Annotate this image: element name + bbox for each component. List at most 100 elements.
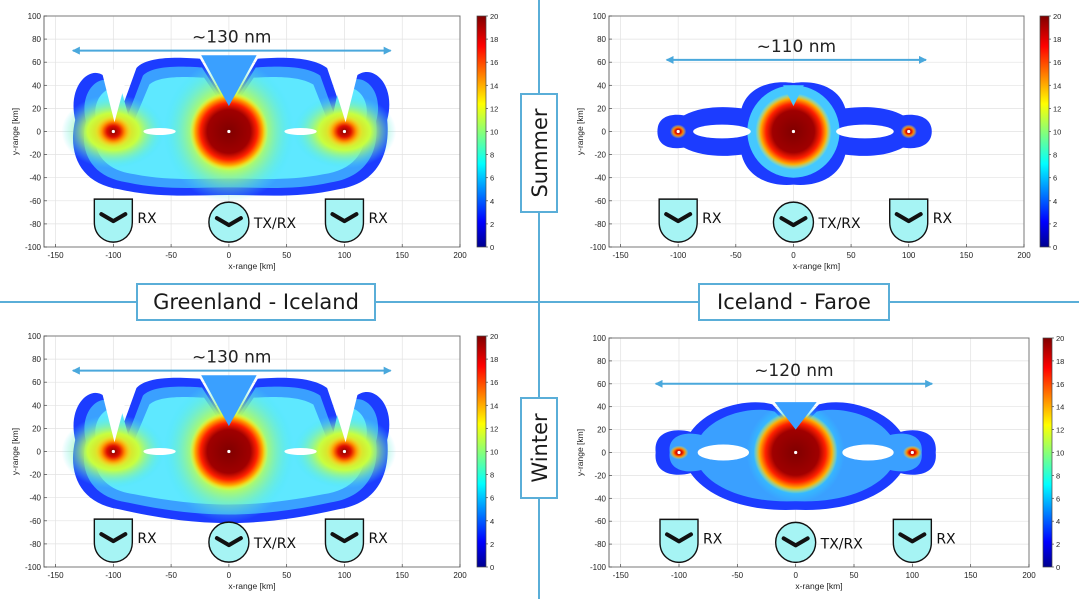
txrx-label: TX/RX <box>253 536 297 552</box>
range-annotation: ~110 nm <box>757 37 836 57</box>
colorbar-tick-label: 10 <box>490 448 498 457</box>
x-tick-label: 50 <box>850 571 859 580</box>
y-tick-label: 20 <box>597 426 606 435</box>
x-tick-label: -50 <box>165 571 177 580</box>
colorbar: 0 2 4 6 8 10 12 14 16 18 20 <box>1039 12 1061 252</box>
y-tick-label: 20 <box>32 424 41 433</box>
colorbar-tick-label: 6 <box>490 174 494 183</box>
colorbar-tick-label: 16 <box>1056 380 1064 389</box>
x-axis-label: x-range [km] <box>793 261 840 271</box>
colorbar-tick-label: 16 <box>490 58 498 67</box>
colorbar-tick-label: 8 <box>1053 151 1057 160</box>
y-axis-label: y-range [km] <box>575 429 585 476</box>
x-tick-label: 200 <box>1022 571 1036 580</box>
y-tick-label: -40 <box>594 174 606 183</box>
colorbar-tick-label: 0 <box>1053 243 1057 252</box>
colorbar-tick-label: 14 <box>490 401 498 410</box>
colorbar-tick-label: 8 <box>490 471 494 480</box>
range-annotation: ~130 nm <box>192 348 271 368</box>
x-tick-label: -50 <box>730 251 742 260</box>
txrx-label: TX/RX <box>820 536 864 552</box>
transceiver-buoy-icon <box>772 201 815 243</box>
y-axis-label: y-range [km] <box>10 108 20 155</box>
colorbar-tick-label: 4 <box>1056 517 1060 526</box>
colorbar-tick-label: 2 <box>490 220 494 229</box>
colorbar-tick-label: 14 <box>490 81 498 90</box>
colorbar: 0 2 4 6 8 10 12 14 16 18 20 <box>476 332 498 572</box>
label-left-pair: Greenland - Iceland <box>153 290 359 314</box>
x-tick-label: 150 <box>964 571 978 580</box>
y-tick-label: 100 <box>28 12 42 21</box>
colorbar-tick-label: 14 <box>1053 81 1061 90</box>
rx-point <box>342 129 347 134</box>
panel-bl: -150 -100 -50 0 50 100 150 200100806040200-20-4… <box>10 332 498 591</box>
heatmap-coverage <box>61 375 397 524</box>
y-tick-label: -60 <box>29 197 41 206</box>
colorbar: 0 2 4 6 8 10 12 14 16 18 20 <box>476 12 498 252</box>
y-tick-label: 100 <box>593 334 607 343</box>
colorbar-tick-label: 2 <box>490 540 494 549</box>
x-tick-label: 100 <box>338 251 352 260</box>
colorbar-tick-label: 4 <box>490 197 494 206</box>
rx-point <box>676 129 680 134</box>
x-tick-label: -100 <box>671 571 688 580</box>
y-tick-label: 40 <box>597 81 606 90</box>
x-tick-label: -50 <box>732 571 744 580</box>
x-tick-label: 50 <box>282 251 291 260</box>
colorbar-tick-label: 20 <box>1056 334 1064 343</box>
colorbar-tick-label: 12 <box>490 424 498 433</box>
heatmap-coverage <box>655 402 936 510</box>
y-tick-label: -20 <box>594 471 606 480</box>
y-tick-label: -60 <box>594 517 606 526</box>
x-tick-label: -50 <box>165 251 177 260</box>
x-tick-label: -100 <box>670 251 687 260</box>
y-tick-label: 40 <box>597 403 606 412</box>
colorbar: 0 2 4 6 8 10 12 14 16 18 20 <box>1042 334 1064 572</box>
colorbar-tick-label: 12 <box>490 104 498 113</box>
y-tick-label: 40 <box>32 81 41 90</box>
y-tick-label: 60 <box>597 380 606 389</box>
x-tick-label: 150 <box>396 251 410 260</box>
panel-tr: -150 -100 -50 0 50 100 150 200100806040200-20-4… <box>575 12 1061 271</box>
label-summer-text: Summer <box>528 108 552 197</box>
rx-label: RX <box>702 211 722 227</box>
colorbar-tick-label: 16 <box>490 378 498 387</box>
txrx-label: TX/RX <box>817 216 861 232</box>
y-tick-label: -20 <box>29 471 41 480</box>
y-axis-label: y-range [km] <box>10 428 20 475</box>
colorbar-tick-label: 2 <box>1056 540 1060 549</box>
colorbar-tick-label: 6 <box>490 494 494 503</box>
x-tick-label: 200 <box>453 251 467 260</box>
receiver-buoy-icon <box>659 518 699 564</box>
y-tick-label: 80 <box>32 35 41 44</box>
x-tick-label: 100 <box>902 251 916 260</box>
rx-label: RX <box>368 531 388 547</box>
x-tick-label: 50 <box>282 571 291 580</box>
label-greenland-iceland: Greenland - Iceland <box>136 283 376 321</box>
y-tick-label: -40 <box>29 494 41 503</box>
txrx-point <box>227 129 231 134</box>
colorbar-tick-label: 18 <box>1056 357 1064 366</box>
y-tick-label: -80 <box>594 220 606 229</box>
y-tick-label: -40 <box>594 494 606 503</box>
rx-label: RX <box>936 531 956 547</box>
y-tick-label: 40 <box>32 401 41 410</box>
transceiver-buoy-icon <box>208 521 250 563</box>
y-tick-label: 100 <box>593 12 607 21</box>
colorbar-tick-label: 10 <box>1056 449 1064 458</box>
rx-point <box>111 449 115 454</box>
y-tick-label: -60 <box>594 197 606 206</box>
panel-tl: -150 -100 -50 0 50 100 150 200100806040200-20-4… <box>10 12 498 271</box>
colorbar-tick-label: 20 <box>490 332 498 341</box>
rx-label: RX <box>703 531 723 547</box>
label-summer: Summer <box>520 93 558 213</box>
y-tick-label: -100 <box>590 243 607 252</box>
rx-label: RX <box>137 211 157 227</box>
colorbar-tick-label: 18 <box>1053 35 1061 44</box>
y-tick-label: 60 <box>32 378 41 387</box>
colorbar-tick-label: 0 <box>490 563 494 572</box>
colorbar-tick-label: 18 <box>490 355 498 364</box>
y-tick-label: 0 <box>602 449 607 458</box>
rx-label: RX <box>137 531 157 547</box>
receiver-buoy-icon <box>658 198 698 243</box>
